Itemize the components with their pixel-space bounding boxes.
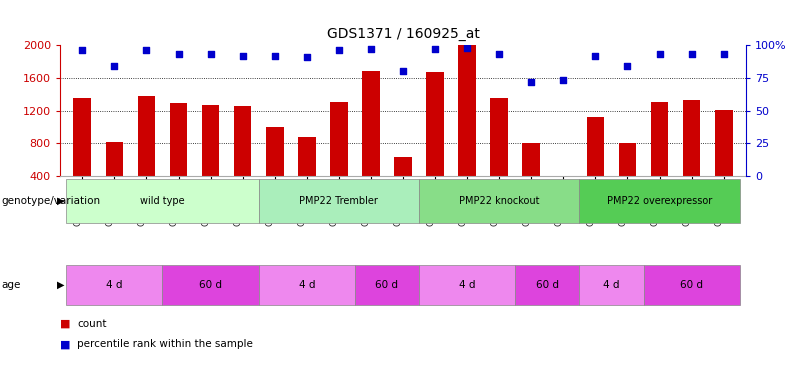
Text: ■: ■ [60, 339, 70, 350]
Point [268, 53, 281, 58]
Text: 60 d: 60 d [199, 280, 222, 290]
Bar [587, 117, 604, 209]
Bar [330, 102, 348, 209]
Bar [163, 265, 259, 305]
Bar [491, 98, 508, 209]
Point [589, 53, 602, 58]
Point [429, 46, 441, 52]
Bar [419, 265, 516, 305]
Text: 4 d: 4 d [603, 280, 620, 290]
Bar [170, 103, 188, 209]
Text: percentile rank within the sample: percentile rank within the sample [77, 339, 253, 350]
Text: count: count [77, 319, 107, 329]
Bar [579, 179, 740, 223]
Bar [266, 127, 283, 209]
Point [172, 51, 185, 57]
Bar [66, 179, 259, 223]
Point [493, 51, 506, 57]
Bar [73, 98, 91, 209]
Bar [650, 102, 669, 209]
Text: genotype/variation: genotype/variation [2, 196, 101, 206]
Bar [458, 45, 476, 209]
Point [300, 54, 313, 60]
Text: PMP22 Trembler: PMP22 Trembler [299, 196, 378, 206]
Bar [362, 71, 380, 209]
Bar [394, 158, 412, 209]
Point [525, 79, 538, 85]
Text: 60 d: 60 d [680, 280, 703, 290]
Point [685, 51, 698, 57]
Bar [715, 110, 733, 209]
Bar [419, 179, 579, 223]
Bar [66, 265, 163, 305]
Point [365, 46, 377, 52]
Text: PMP22 knockout: PMP22 knockout [459, 196, 539, 206]
Point [621, 63, 634, 69]
Text: ■: ■ [60, 319, 70, 329]
Point [653, 51, 666, 57]
Point [397, 68, 409, 74]
Point [204, 51, 217, 57]
Bar [426, 72, 444, 209]
Bar [579, 265, 643, 305]
Text: ▶: ▶ [57, 280, 65, 290]
Text: PMP22 overexpressor: PMP22 overexpressor [607, 196, 712, 206]
Text: 60 d: 60 d [535, 280, 559, 290]
Point [333, 47, 346, 53]
Point [557, 78, 570, 84]
Bar [137, 96, 156, 209]
Bar [298, 137, 315, 209]
Text: 4 d: 4 d [298, 280, 315, 290]
Text: 60 d: 60 d [375, 280, 398, 290]
Bar [683, 100, 701, 209]
Bar [259, 179, 419, 223]
Bar [234, 106, 251, 209]
Text: age: age [2, 280, 21, 290]
Bar [618, 144, 636, 209]
Point [460, 45, 473, 51]
Bar [643, 265, 740, 305]
Bar [202, 105, 219, 209]
Text: ▶: ▶ [57, 196, 65, 206]
Bar [555, 179, 572, 209]
Bar [355, 265, 419, 305]
Bar [105, 142, 123, 209]
Text: 4 d: 4 d [459, 280, 476, 290]
Bar [523, 142, 540, 209]
Bar [259, 265, 355, 305]
Text: wild type: wild type [140, 196, 185, 206]
Bar [516, 265, 579, 305]
Point [236, 53, 249, 58]
Point [76, 47, 89, 53]
Point [717, 51, 730, 57]
Text: 4 d: 4 d [106, 280, 123, 290]
Point [108, 63, 120, 69]
Title: GDS1371 / 160925_at: GDS1371 / 160925_at [326, 27, 480, 41]
Point [140, 47, 153, 53]
